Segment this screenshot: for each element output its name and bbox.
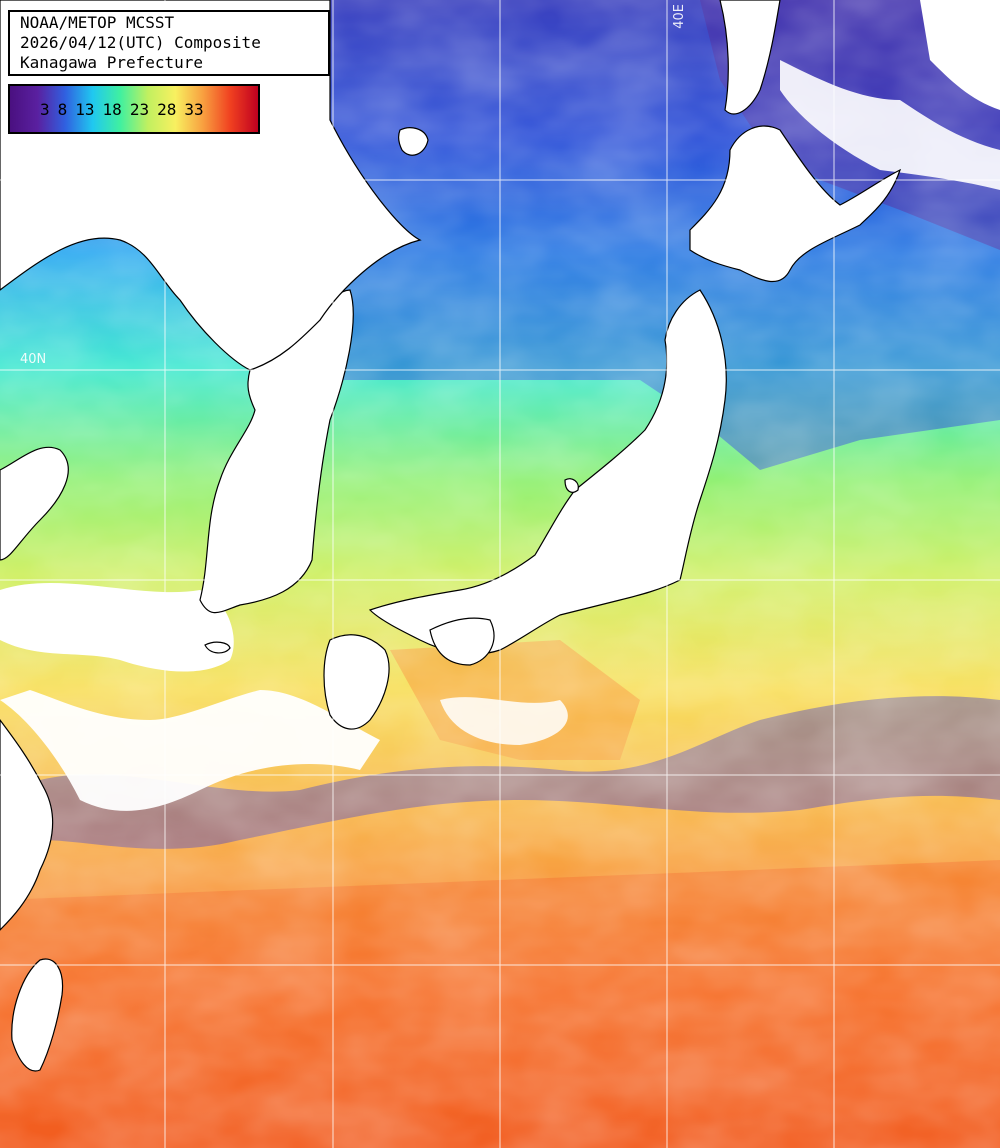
taiwan: [11, 958, 64, 1072]
title-line-1: NOAA/METOP MCSST: [20, 13, 175, 32]
legend-tick-13: 13: [75, 99, 95, 119]
honshu: [368, 289, 727, 655]
legend-tick-33: 33: [184, 99, 204, 119]
cloud-mask: [0, 0, 1000, 811]
legend-tick-18: 18: [102, 99, 122, 119]
legend-tick-8: 8: [57, 99, 68, 119]
title-line-3: Kanagawa Prefecture: [20, 53, 204, 72]
kyushu: [323, 634, 390, 730]
lat-label-40n: 40N: [20, 352, 47, 367]
shikoku: [429, 617, 495, 666]
legend-tick-28: 28: [157, 99, 177, 119]
title-line-2: 2026/04/12(UTC) Composite: [20, 33, 261, 52]
liaodong-coast: [0, 446, 69, 561]
legend-tick-3: 3: [40, 99, 50, 119]
lon-label-40e: 40E: [672, 4, 687, 29]
sakhalin: [719, 0, 781, 115]
sado-island: [564, 478, 579, 493]
ulleung-island: [398, 127, 429, 156]
temperature-legend: 3 8 13 18 23 28 33: [8, 84, 260, 134]
hokkaido: [689, 125, 902, 283]
jeju-island: [204, 641, 231, 654]
legend-tick-23: 23: [129, 99, 150, 119]
map-title-box: NOAA/METOP MCSST 2026/04/12(UTC) Composi…: [8, 10, 330, 76]
china-coast: [0, 718, 54, 931]
